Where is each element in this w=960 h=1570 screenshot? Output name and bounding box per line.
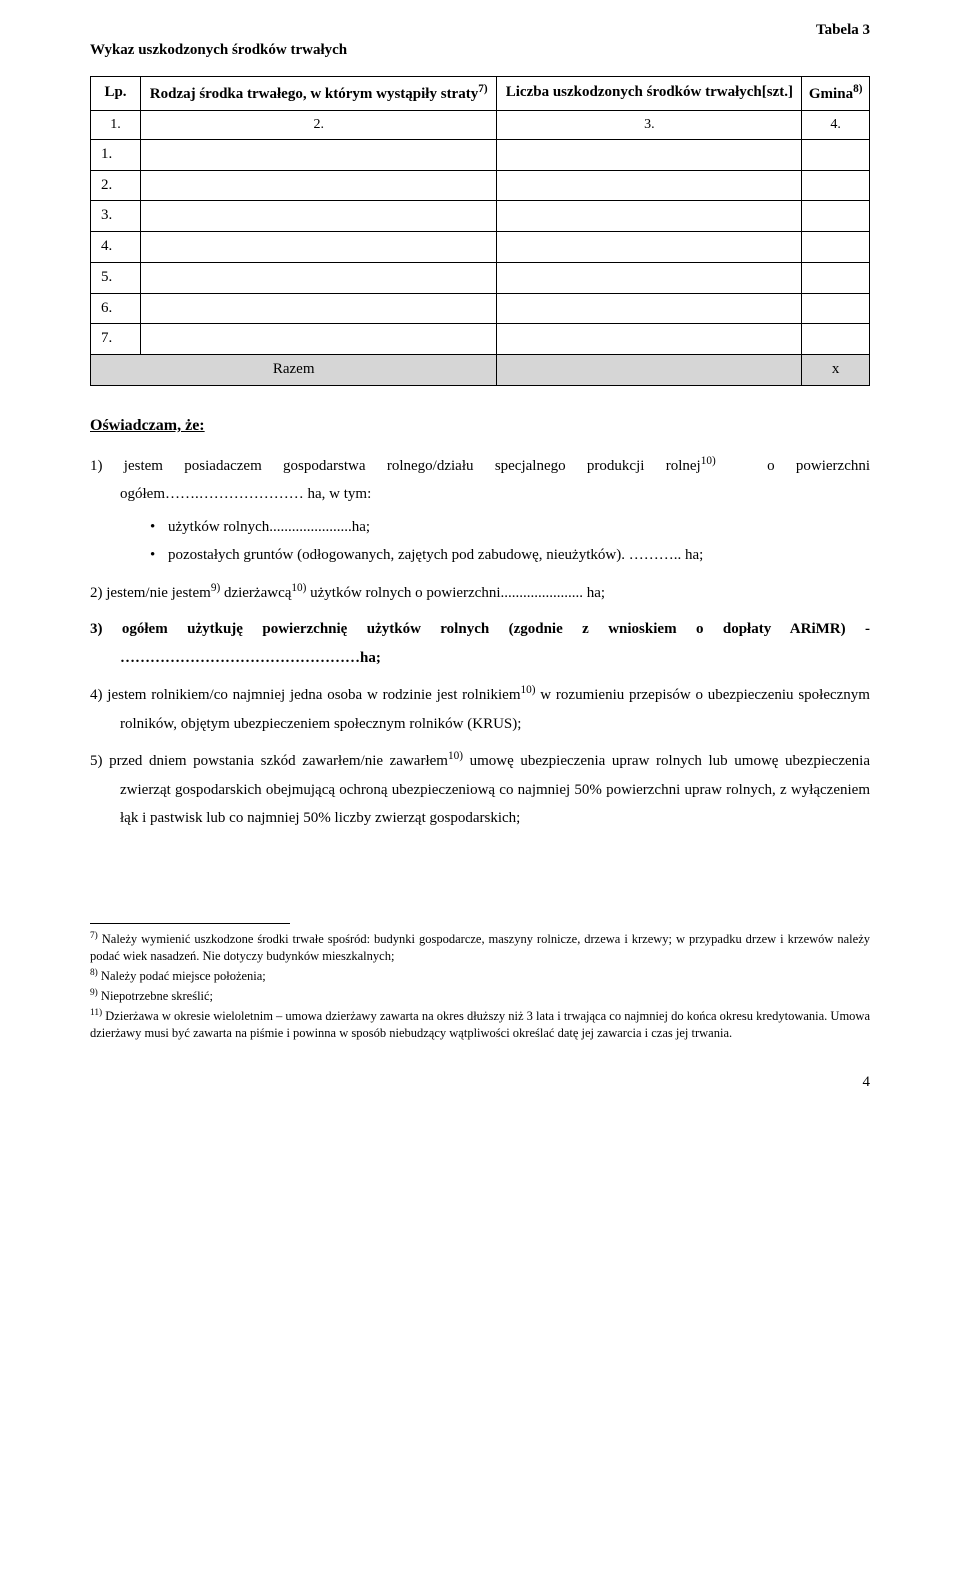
cell [497, 262, 802, 293]
cell [141, 201, 497, 232]
bullet-2: pozostałych gruntów (odłogowanych, zajęt… [150, 541, 870, 570]
decl-item-3: 3) ogółem użytkuję powierzchnię użytków … [90, 615, 870, 672]
decl-5a: 5) przed dniem powstania szkód zawarłem/… [90, 753, 448, 769]
table-row: 4. [91, 232, 870, 263]
decl-item-4: 4) jestem rolnikiem/co najmniej jedna os… [90, 680, 870, 738]
cell [497, 293, 802, 324]
footnotes: 7) Należy wymienić uszkodzone środki trw… [90, 923, 870, 1042]
col-rodzaj-text: Rodzaj środka trwałego, w którym wystąpi… [150, 86, 478, 102]
footnote-8: 8) Należy podać miejsce położenia; [90, 967, 870, 985]
cell [497, 201, 802, 232]
decl-4a: 4) jestem rolnikiem/co najmniej jedna os… [90, 687, 521, 703]
cell-lp: 6. [91, 293, 141, 324]
cell [141, 262, 497, 293]
hn-3: 3. [497, 110, 802, 139]
declaration-list: 1) jestem posiadaczem gospodarstwa rolne… [90, 451, 870, 833]
cell [802, 170, 870, 201]
hn-1: 1. [91, 110, 141, 139]
damage-table: Lp. Rodzaj środka trwałego, w którym wys… [90, 76, 870, 386]
razem-x: x [802, 355, 870, 386]
cell [802, 324, 870, 355]
cell [802, 139, 870, 170]
footnote-9: 9) Niepotrzebne skreślić; [90, 987, 870, 1005]
col-gmina: Gmina8) [802, 76, 870, 110]
footnote-11: 11) Dzierżawa w okresie wieloletnim – um… [90, 1007, 870, 1042]
decl-2-sup2: 10) [291, 582, 306, 594]
table-row: 7. [91, 324, 870, 355]
fn9-text: Niepotrzebne skreślić; [98, 989, 213, 1003]
cell [802, 293, 870, 324]
table-label: Tabela 3 [816, 20, 870, 42]
cell [141, 170, 497, 201]
cell-lp: 2. [91, 170, 141, 201]
cell [802, 201, 870, 232]
decl-item-5: 5) przed dniem powstania szkód zawarłem/… [90, 746, 870, 833]
cell [497, 324, 802, 355]
table-row: 1. [91, 139, 870, 170]
fn11-text: Dzierżawa w okresie wieloletnim – umowa … [90, 1009, 870, 1040]
footnote-7: 7) Należy wymienić uszkodzone środki trw… [90, 930, 870, 965]
decl-5-sup: 10) [448, 750, 463, 762]
cell [802, 262, 870, 293]
declaration-title: Oświadczam, że: [90, 414, 870, 437]
table-row: 6. [91, 293, 870, 324]
page-number: 4 [90, 1072, 870, 1094]
bullet-1: użytków rolnych......................ha; [150, 513, 870, 542]
table-row: 5. [91, 262, 870, 293]
cell-lp: 3. [91, 201, 141, 232]
decl-2-sup1: 9) [211, 582, 220, 594]
fn7-text: Należy wymienić uszkodzone środki trwałe… [90, 932, 870, 963]
cell-lp: 4. [91, 232, 141, 263]
razem-label: Razem [91, 355, 497, 386]
table-row: 3. [91, 201, 870, 232]
fn8-sup: 8) [90, 968, 98, 978]
footnote-separator [90, 923, 290, 924]
table-row-total: Razem x [91, 355, 870, 386]
cell [497, 170, 802, 201]
decl-1a: 1) jestem posiadaczem gospodarstwa rolne… [90, 458, 701, 474]
table-row: 2. [91, 170, 870, 201]
decl-2a: 2) jestem/nie jestem [90, 585, 211, 601]
cell-lp: 1. [91, 139, 141, 170]
fn7-sup: 7) [90, 931, 98, 941]
fn8-text: Należy podać miejsce położenia; [98, 969, 266, 983]
col-rodzaj-sup: 7) [478, 83, 487, 95]
page-title: Wykaz uszkodzonych środków trwałych [90, 40, 870, 62]
hn-2: 2. [141, 110, 497, 139]
decl-2c: użytków rolnych o powierzchni...........… [306, 585, 605, 601]
razem-value [497, 355, 802, 386]
decl-4-sup: 10) [521, 684, 536, 696]
col-rodzaj: Rodzaj środka trwałego, w którym wystąpi… [141, 76, 497, 110]
fn11-sup: 11) [90, 1008, 102, 1018]
cell-lp: 5. [91, 262, 141, 293]
decl-1-sup: 10) [701, 455, 716, 467]
cell-lp: 7. [91, 324, 141, 355]
cell [141, 293, 497, 324]
cell [141, 232, 497, 263]
cell [141, 324, 497, 355]
col-gmina-text: Gmina [809, 86, 853, 102]
decl-2b: dzierżawcą [220, 585, 291, 601]
cell [141, 139, 497, 170]
cell [497, 139, 802, 170]
cell [497, 232, 802, 263]
fn9-sup: 9) [90, 988, 98, 998]
cell [802, 232, 870, 263]
col-liczba: Liczba uszkodzonych środków trwałych[szt… [497, 76, 802, 110]
col-gmina-sup: 8) [853, 83, 862, 95]
hn-4: 4. [802, 110, 870, 139]
decl-item-2: 2) jestem/nie jestem9) dzierżawcą10) uży… [90, 578, 870, 608]
col-lp: Lp. [91, 76, 141, 110]
decl-item-1: 1) jestem posiadaczem gospodarstwa rolne… [90, 451, 870, 570]
